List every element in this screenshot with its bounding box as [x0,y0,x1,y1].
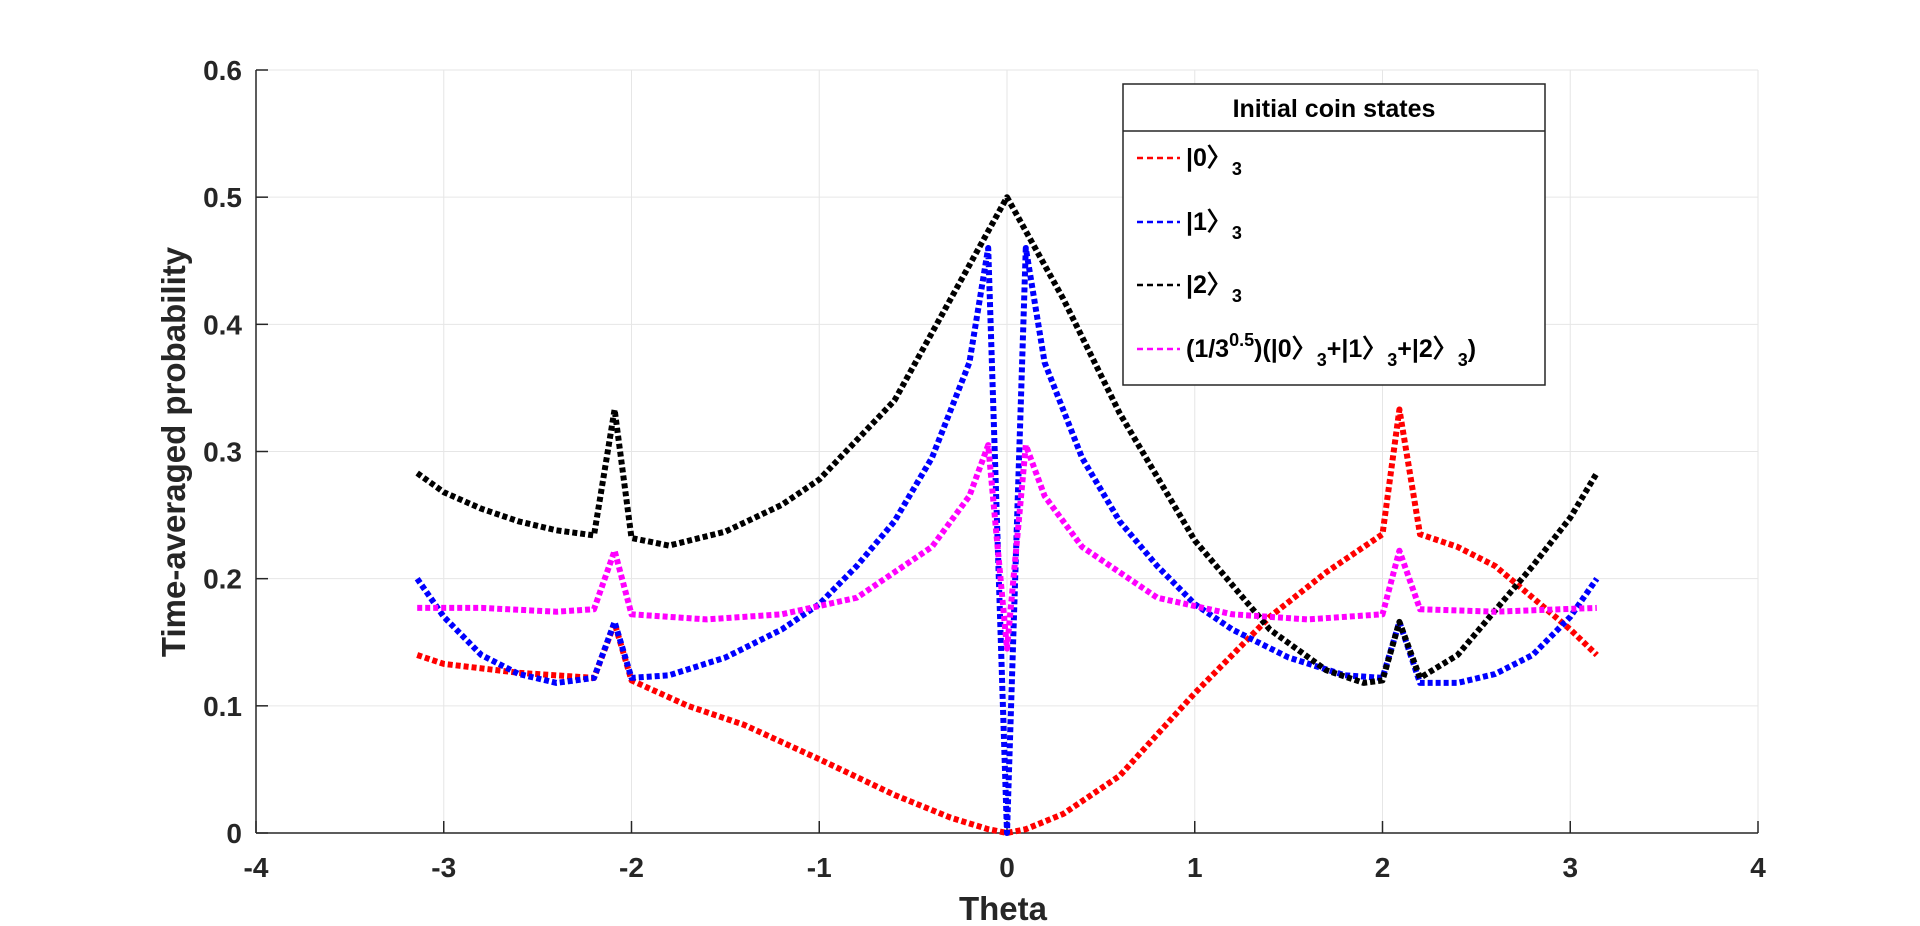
legend-label-part: 3 [1458,350,1468,370]
legend-label-1: |0〉3 [1186,144,1242,179]
legend-label-part: 3 [1232,223,1242,243]
legend-label-part: (1/3 [1186,335,1229,363]
legend-label-part: 〉 [1362,335,1387,363]
legend-label-part: 3 [1232,159,1242,179]
x-axis-title: Theta [959,890,1048,926]
legend-label-part: 〉 [1207,208,1232,236]
x-tick-label: 0 [999,852,1015,883]
legend-box [1122,83,1546,386]
y-tick-label: 0.4 [203,309,242,340]
x-tick-label: -1 [807,852,832,883]
x-tick-label: -4 [244,852,269,883]
legend-label-part: 3 [1387,350,1397,370]
y-tick-label: 0.3 [203,437,242,468]
legend-label-part: |2 [1186,271,1207,299]
x-tick-label: -2 [619,852,644,883]
legend-label-part: |0 [1186,144,1207,172]
x-tick-label: 4 [1750,852,1766,883]
x-tick-label: 3 [1562,852,1578,883]
y-tick-label: 0.2 [203,564,242,595]
legend-label-part: ) [1468,335,1476,363]
series-line-2 [414,245,1600,836]
series-line-3 [415,194,1600,686]
legend-label-part: 3 [1232,286,1242,306]
tick-labels: -4 -3 -2 -1 0 1 2 3 4 0 0.1 0.2 0.3 0.4 0.5 0.6 [203,55,1766,883]
legend-label-part: +|1 [1327,335,1363,363]
legend-label-part: 3 [1317,350,1327,370]
y-tick-label: 0.5 [203,182,242,213]
x-tick-label: 1 [1187,852,1203,883]
legend-entries: |0〉3|1〉3|2〉3(1/30.5)(|0〉3+|1〉3+|2〉3) [1137,144,1476,370]
legend-label-part: 〉 [1433,335,1458,363]
legend-label-2: |1〉3 [1186,208,1242,243]
series-group [414,194,1600,836]
y-tick-label: 0 [226,818,242,849]
legend-label-3: |2〉3 [1186,271,1242,306]
legend-label-4: (1/30.5)(|0〉3+|1〉3+|2〉3) [1186,330,1476,370]
legend-label-part: 〉 [1292,335,1317,363]
series-line-4 [417,442,1597,652]
legend-label-part: +|2 [1397,335,1433,363]
y-axis-title: Time-averaged probability [155,246,192,657]
x-tick-label: 2 [1375,852,1391,883]
x-tick-label: -3 [431,852,456,883]
legend-label-part: 〉 [1207,271,1232,299]
legend-label-part: 0.5 [1229,330,1254,350]
legend-label-part: |1 [1186,208,1207,236]
legend-label-part: 〉 [1207,144,1232,172]
legend: Initial coin states |0〉3|1〉3|2〉3(1/30.5)… [1122,83,1546,386]
y-tick-label: 0.1 [203,691,242,722]
y-tick-label: 0.6 [203,55,242,86]
legend-title: Initial coin states [1233,95,1436,123]
legend-label-part: )(|0 [1254,335,1292,363]
